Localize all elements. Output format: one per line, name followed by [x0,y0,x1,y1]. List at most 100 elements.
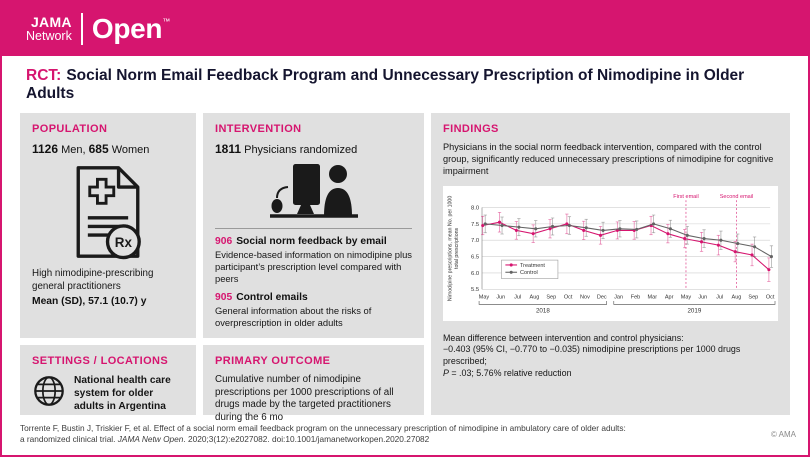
svg-text:First email: First email [673,194,699,200]
svg-text:Jul: Jul [716,295,723,301]
arm-control: 905 Control emails General information ab… [215,292,412,329]
svg-text:2018: 2018 [536,308,550,315]
population-counts: 1126 Men, 685 Women [32,142,184,156]
population-desc: High nimodipine-prescribing general prac… [32,268,154,292]
citation-line2-post: . 2020;3(12):e2027082. doi:10.1001/jaman… [183,434,430,444]
intervention-panel: INTERVENTION 1811 Physicians randomized [203,113,424,338]
journal-name: JAMA Netw Open [117,434,184,444]
men-label: Men, [58,144,89,156]
svg-text:Aug: Aug [530,295,540,301]
citation: Torrente F, Bustin J, Triskier F, et al.… [20,423,626,445]
svg-text:Sep: Sep [546,295,556,301]
svg-text:Oct: Oct [564,295,573,301]
svg-text:Jan: Jan [614,295,623,301]
study-arms: 906 Social norm feedback by email Evidenc… [215,228,412,329]
svg-text:7.0: 7.0 [471,238,480,244]
citation-line2-pre: a randomized clinical trial. [20,434,118,444]
title-text: Social Norm Email Feedback Program and U… [26,66,745,102]
primary-outcome-text: Cumulative number of nimodipine prescrip… [215,374,394,423]
population-panel: POPULATION 1126 Men, 685 Women Rx High n… [20,113,196,338]
intervention-count: 1811 Physicians randomized [215,142,412,156]
intervention-heading: INTERVENTION [215,123,302,135]
svg-text:6.5: 6.5 [471,255,479,261]
logo-trademark: ™ [162,17,170,26]
randomized-label: Physicians randomized [241,144,358,156]
svg-text:2019: 2019 [687,308,701,315]
left-column: POPULATION 1126 Men, 685 Women Rx High n… [20,113,196,415]
svg-text:total prescriptions: total prescriptions [454,228,460,270]
findings-chart-box: 5.5 6.0 6.5 7.0 7.5 8.0 May Jun Jul Aug Sep Oct Nov D… [443,186,778,321]
svg-text:Mar: Mar [648,295,658,301]
physician-at-computer-icon [215,160,412,222]
svg-text:Feb: Feb [631,295,641,301]
svg-text:Nimodipine prescriptions, mean: Nimodipine prescriptions, mean No. per 1… [447,196,453,301]
arm-social-norm: 906 Social norm feedback by email Evidenc… [215,236,412,285]
citation-line2: a randomized clinical trial. JAMA Netw O… [20,434,626,445]
findings-summary: Physicians in the social norm feedback i… [443,142,774,176]
globe-icon [32,374,66,413]
citation-line1: Torrente F, Bustin J, Triskier F, et al.… [20,422,626,433]
svg-text:Jun: Jun [698,295,707,301]
svg-text:May: May [479,295,490,301]
primary-outcome-heading: PRIMARY OUTCOME [215,355,331,367]
population-age: Mean (SD), 57.1 (10.7) y [32,296,147,308]
svg-text:May: May [681,295,692,301]
logo-open-text: Open [91,13,163,44]
settings-row: National health care system for older ad… [32,374,184,413]
citation-footer: Torrente F, Bustin J, Triskier F, et al.… [2,415,808,455]
men-count: 1126 [32,142,59,156]
arm1-desc: Evidence-based information on nimodipine… [215,249,412,285]
logo-network: Network [26,28,72,43]
svg-text:Jun: Jun [496,295,505,301]
jama-header: JAMA Network Open ™ [2,2,808,56]
svg-text:5.5: 5.5 [471,288,479,294]
svg-text:Control: Control [520,270,538,276]
svg-text:Treatment: Treatment [520,263,545,269]
svg-text:Jul: Jul [514,295,521,301]
svg-text:6.0: 6.0 [471,271,480,277]
result-intro: Mean difference between intervention and… [443,332,684,343]
findings-chart: 5.5 6.0 6.5 7.0 7.5 8.0 May Jun Jul Aug Sep Oct Nov D… [447,194,776,315]
rx-symbol: Rx [115,235,133,250]
population-heading: POPULATION [32,123,108,135]
p-symbol: P [443,367,449,378]
prescription-rx-document-icon: Rx [32,164,184,260]
arm1-count: 906 [215,236,233,247]
study-type-tag: RCT: [26,66,62,84]
middle-column: INTERVENTION 1811 Physicians randomized [203,113,424,423]
svg-text:Apr: Apr [665,295,674,301]
settings-text: National health care system for older ad… [74,375,171,413]
arm2-label: Control emails [236,292,308,304]
findings-heading: FINDINGS [443,123,499,135]
result-p-line: P = .03; 5.76% relative reduction [443,368,778,380]
page-title: RCT: Social Norm Email Feedback Program a… [26,67,784,103]
svg-text:Sep: Sep [748,295,758,301]
logo-jama: JAMA [30,14,72,31]
svg-text:Nov: Nov [580,295,590,301]
svg-text:8.0: 8.0 [471,206,480,212]
jama-network-open-logo: JAMA Network Open ™ [26,13,170,45]
right-column: FINDINGS Physicians in the social norm f… [431,113,790,415]
findings-results: Mean difference between intervention and… [443,333,778,380]
logo-text-stack: JAMA Network [26,15,72,43]
women-label: Women [108,144,150,156]
content-grid: POPULATION 1126 Men, 685 Women Rx High n… [2,113,808,423]
arm1-label: Social norm feedback by email [236,236,387,247]
arm2-count: 905 [215,292,233,304]
p-rest: = .03; 5.76% relative reduction [448,367,572,378]
arm1-title: 906 Social norm feedback by email [215,236,412,247]
settings-heading: SETTINGS / LOCATIONS [32,355,169,367]
copyright: © AMA [770,429,796,439]
svg-text:7.5: 7.5 [471,222,479,228]
findings-panel: FINDINGS Physicians in the social norm f… [431,113,790,415]
arm2-desc: General information about the risks of o… [215,305,372,329]
randomized-count: 1811 [215,142,242,156]
women-count: 685 [88,142,109,156]
logo-divider [80,13,83,45]
svg-text:Oct: Oct [766,295,775,301]
svg-text:Dec: Dec [597,295,607,301]
result-value: −0.403 (95% CI, −0.770 to −0.035) nimodi… [443,344,741,367]
arm2-title: 905 Control emails [215,292,412,303]
settings-locations-panel: SETTINGS / LOCATIONS National health car… [20,345,196,415]
